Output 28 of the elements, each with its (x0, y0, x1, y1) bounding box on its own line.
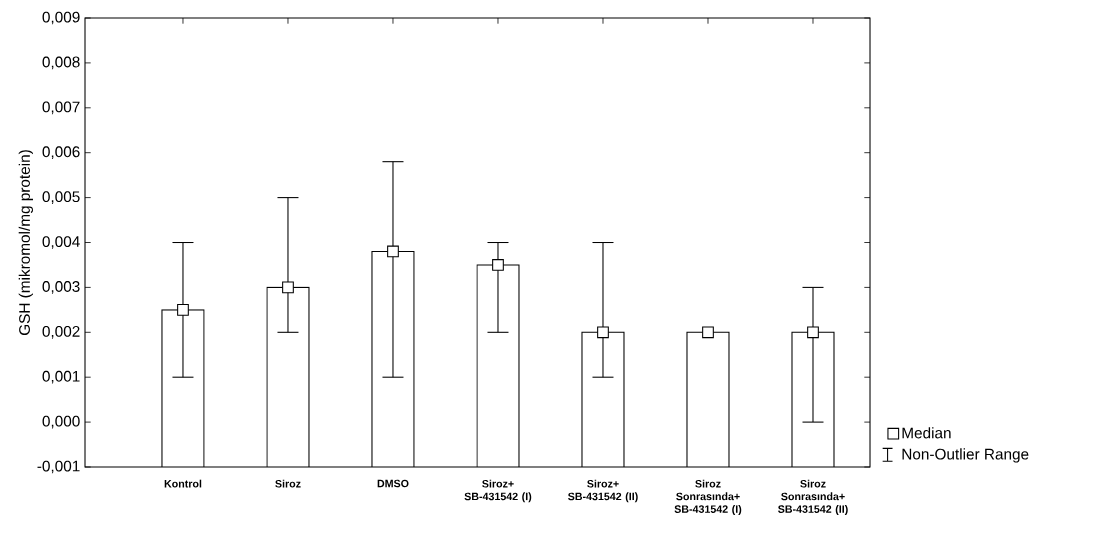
y-tick-label: 0,005 (42, 191, 80, 204)
x-tick-label: Siroz+ SB-431542 (II) (568, 479, 638, 503)
y-tick-label: 0,006 (42, 146, 80, 160)
y-tick-label: 0,003 (42, 281, 80, 294)
x-tick-label: Siroz+ SB-431542 (I) (464, 479, 532, 503)
point (702, 326, 714, 339)
x-tick-label: DMSO (377, 479, 409, 488)
x-tick-label: Kontrol (164, 479, 202, 488)
point (282, 281, 294, 294)
y-axis-title: GSH (mikromol/mg protein) (18, 150, 33, 336)
point (387, 245, 399, 258)
point (177, 303, 189, 316)
y-tick-label: -0,001 (37, 460, 80, 474)
y-tick-label: 0,002 (42, 325, 80, 339)
legend-label: Median (902, 427, 951, 439)
y-tick-label: 0,009 (42, 11, 80, 25)
point (807, 326, 819, 339)
text: Non-Outlier Range (902, 448, 1029, 463)
y-tick-label: 0,004 (42, 236, 80, 249)
y-tick-label: 0,008 (42, 56, 80, 70)
y-tick-label: 0,007 (42, 101, 80, 115)
point (597, 326, 609, 339)
point (492, 259, 504, 271)
y-tick-label: 0,000 (42, 415, 80, 429)
x-tick-label: Siroz Sonrasında+ SB-431542 (II) (778, 479, 848, 515)
x-tick-label: Siroz Sonrasında+ SB-431542 (I) (674, 479, 742, 515)
y-tick-label: 0,001 (42, 370, 80, 384)
x-tick-label: Siroz (275, 479, 301, 488)
